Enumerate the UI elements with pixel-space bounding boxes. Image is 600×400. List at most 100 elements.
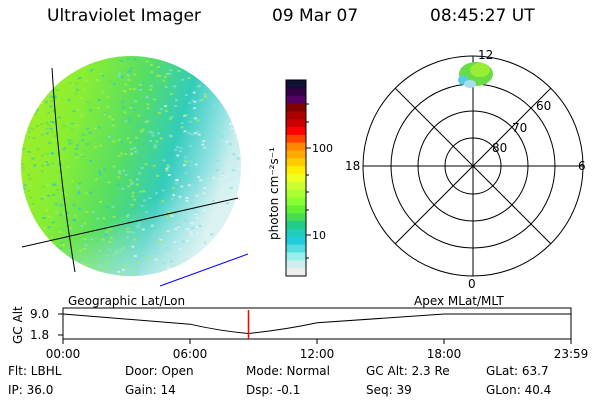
globe-speckle [47, 111, 51, 114]
globe-speckle [223, 266, 227, 269]
colorbar-cell [286, 95, 306, 105]
globe-speckle [135, 178, 139, 181]
globe-speckle [43, 258, 47, 261]
colorbar-cell [286, 174, 306, 183]
globe-speckle [60, 56, 64, 59]
globe-speckle [154, 251, 158, 254]
info-mode: Mode: Normal [246, 364, 330, 378]
globe-speckle [81, 265, 85, 268]
globe-speckle [121, 100, 124, 103]
globe-speckle [62, 70, 66, 73]
timeline-axis-label: GC Alt [11, 306, 25, 344]
globe-speckle [80, 224, 84, 227]
globe-speckle [97, 271, 101, 273]
globe-speckle [195, 194, 199, 197]
globe-speckle [59, 204, 63, 207]
globe-speckle [24, 229, 28, 231]
globe-speckle [219, 177, 223, 180]
globe-speckle [21, 148, 25, 151]
globe-speckle [77, 192, 81, 195]
globe-speckle [83, 222, 87, 225]
globe-speckle [202, 140, 206, 143]
globe-speckle [45, 209, 49, 212]
globe-speckle [119, 273, 123, 276]
globe-speckle [97, 126, 101, 129]
globe-speckle [226, 202, 229, 205]
globe-speckle [48, 257, 52, 260]
globe-speckle [187, 70, 191, 73]
globe-speckle [192, 91, 196, 94]
globe-speckle [39, 71, 43, 73]
globe-speckle [148, 88, 152, 91]
globe-speckle [23, 184, 27, 187]
globe-speckle [90, 238, 94, 241]
globe-speckle [50, 131, 54, 134]
globe-speckle [215, 159, 219, 162]
globe-speckle [184, 94, 188, 96]
globe-speckle [22, 166, 26, 169]
globe-speckle [70, 129, 74, 131]
globe-speckle [222, 81, 226, 84]
altitude-timeline: Geographic Lat/Lon Apex MLat/MLT GC Alt … [11, 294, 588, 361]
globe-speckle [108, 228, 112, 231]
globe-speckle [170, 214, 174, 217]
globe-speckle [24, 230, 28, 233]
globe-speckle [140, 204, 144, 207]
globe-speckle [34, 62, 38, 65]
globe-speckle [198, 99, 202, 102]
globe-speckle [181, 240, 185, 243]
globe-speckle [234, 90, 238, 93]
globe-speckle [75, 148, 79, 150]
globe-speckle [167, 174, 171, 176]
globe-speckle [138, 83, 142, 86]
globe-speckle [175, 224, 179, 227]
globe-speckle [55, 59, 59, 62]
globe-speckle [185, 196, 189, 199]
globe-speckle [219, 79, 222, 82]
colorbar-cell [286, 244, 306, 253]
globe-speckle [149, 63, 153, 66]
globe-speckle [71, 121, 75, 124]
globe-speckle [41, 164, 45, 167]
globe-speckle [189, 231, 192, 234]
colorbar-frame [285, 79, 307, 277]
globe-speckle [56, 237, 60, 240]
globe-speckle [36, 104, 40, 107]
globe-speckle [126, 137, 130, 140]
timeline-ytick-top: 9.0 [30, 307, 49, 321]
globe-speckle [72, 203, 76, 206]
globe-speckle [154, 258, 158, 261]
globe-speckle [23, 229, 27, 232]
globe-speckle [86, 127, 89, 130]
globe-speckle [141, 251, 145, 254]
globe-speckle [25, 96, 28, 99]
globe-speckle [26, 269, 29, 272]
globe-speckle [31, 157, 35, 160]
globe-speckle [235, 95, 239, 98]
globe-speckle [222, 98, 226, 101]
globe-speckle [212, 200, 216, 202]
globe-speckle [62, 125, 66, 127]
globe-speckle [226, 269, 230, 272]
globe-speckle [40, 133, 44, 136]
globe-speckle [76, 144, 80, 147]
globe-speckle [159, 67, 163, 70]
globe-speckle [175, 99, 178, 102]
globe-speckle [58, 231, 62, 234]
globe-speckle [53, 95, 57, 98]
globe-speckle [166, 230, 170, 233]
globe-speckle [180, 122, 184, 125]
globe-speckle [191, 133, 194, 136]
globe-speckle [159, 108, 163, 111]
globe-speckle [194, 274, 198, 276]
colorbar-cell [286, 197, 306, 206]
globe-speckle [67, 98, 71, 101]
globe-speckle [184, 206, 188, 209]
globe-speckle [240, 59, 241, 62]
globe-speckle [26, 127, 30, 130]
globe-speckle [30, 206, 34, 209]
globe-speckle [22, 222, 26, 225]
globe-speckle [238, 195, 241, 198]
globe-speckle [25, 113, 28, 115]
globe-speckle [220, 99, 224, 102]
